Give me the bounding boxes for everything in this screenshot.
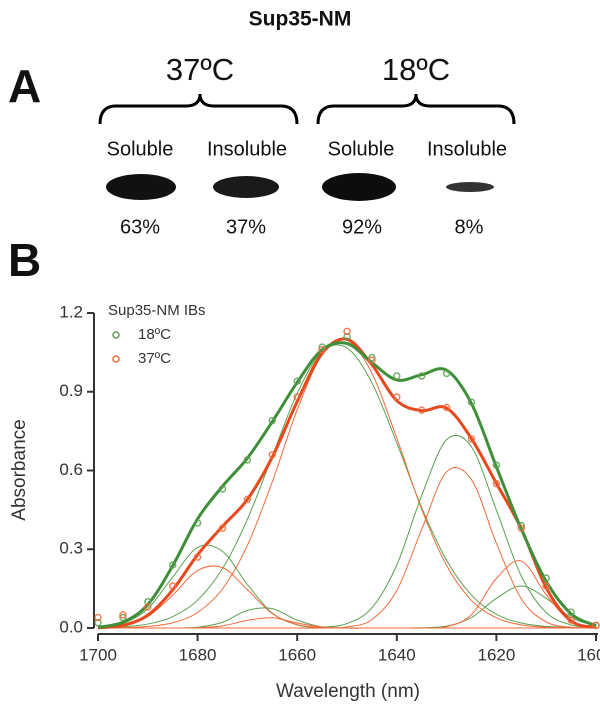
data-point bbox=[467, 398, 476, 406]
y-tick-label: 0.0 bbox=[59, 617, 83, 636]
blot-band bbox=[106, 174, 176, 200]
y-tick-label: 0.9 bbox=[59, 381, 83, 400]
legend-title: Sup35-NM IBs bbox=[108, 302, 206, 319]
data-point bbox=[542, 582, 550, 590]
data-point bbox=[168, 582, 177, 590]
data-point bbox=[318, 346, 326, 354]
data-point bbox=[492, 479, 501, 488]
data-point bbox=[567, 616, 575, 624]
data-point bbox=[393, 372, 401, 380]
data-point bbox=[243, 456, 252, 464]
data-point bbox=[268, 416, 277, 425]
x-tick-label: 1680 bbox=[179, 645, 217, 664]
data-point bbox=[243, 495, 252, 504]
legend-label: 37ºC bbox=[138, 350, 171, 367]
data-point bbox=[417, 406, 426, 414]
data-point bbox=[144, 603, 152, 611]
fit-line bbox=[97, 341, 597, 629]
data-point bbox=[492, 461, 501, 469]
y-tick-label: 0.3 bbox=[59, 539, 83, 558]
x-axis-label: Wavelength (nm) bbox=[276, 681, 420, 702]
data-point bbox=[368, 356, 376, 364]
data-point bbox=[168, 561, 177, 569]
fraction-label: Insoluble bbox=[427, 138, 507, 160]
data-point bbox=[94, 613, 102, 622]
data-point bbox=[393, 393, 401, 401]
fraction-label: Insoluble bbox=[207, 138, 287, 160]
temperature: 18ºC bbox=[382, 52, 450, 87]
blot-band bbox=[446, 182, 494, 192]
data-point bbox=[119, 613, 127, 622]
panel-label: B bbox=[8, 234, 41, 286]
data-point bbox=[293, 377, 301, 385]
data-point bbox=[567, 608, 575, 616]
component-line bbox=[97, 344, 597, 629]
legend-label: 18ºC bbox=[138, 326, 171, 343]
fraction-label: Soluble bbox=[107, 138, 174, 160]
data-point bbox=[268, 451, 277, 459]
component-line bbox=[97, 339, 597, 629]
legend-marker bbox=[112, 331, 120, 339]
y-tick-label: 0.6 bbox=[59, 460, 83, 479]
temperature: 37ºC bbox=[166, 52, 234, 87]
fit-line bbox=[97, 337, 597, 630]
blot-band bbox=[322, 173, 396, 201]
data-point bbox=[218, 524, 227, 532]
data-point bbox=[442, 369, 451, 378]
bracket bbox=[316, 93, 516, 125]
x-tick-label: 1640 bbox=[378, 645, 416, 664]
data-point bbox=[467, 435, 476, 443]
data-point bbox=[442, 403, 451, 412]
x-tick-label: 1620 bbox=[477, 645, 515, 664]
x-tick-label: 1700 bbox=[79, 645, 117, 664]
panel-label: A bbox=[8, 60, 41, 112]
y-tick-label: 1.2 bbox=[59, 302, 83, 321]
component-line bbox=[97, 544, 596, 629]
data-point bbox=[119, 611, 127, 619]
percent-label: 92% bbox=[342, 216, 382, 238]
component-line bbox=[98, 585, 597, 629]
fraction-label: Soluble bbox=[328, 138, 395, 160]
component-line bbox=[98, 560, 597, 629]
data-point bbox=[343, 327, 351, 336]
data-point bbox=[542, 574, 550, 582]
component-line bbox=[98, 467, 597, 629]
y-axis-label: Absorbance bbox=[9, 419, 30, 520]
blot-band bbox=[213, 176, 279, 198]
data-point bbox=[293, 393, 301, 401]
data-point bbox=[218, 485, 227, 493]
data-point bbox=[318, 343, 326, 351]
percent-label: 63% bbox=[120, 216, 160, 238]
data-point bbox=[517, 524, 526, 532]
figure-title: Sup35-NM bbox=[249, 8, 352, 31]
data-point bbox=[417, 372, 426, 380]
x-tick-label: 1660 bbox=[278, 645, 316, 664]
data-point bbox=[368, 353, 376, 362]
data-point bbox=[592, 621, 600, 630]
bracket bbox=[98, 93, 299, 125]
legend-marker bbox=[112, 355, 120, 363]
data-point bbox=[193, 553, 202, 561]
x-tick-label: 1600 bbox=[577, 645, 600, 664]
data-point bbox=[517, 521, 526, 530]
percent-label: 37% bbox=[226, 216, 266, 238]
percent-label: 8% bbox=[455, 216, 484, 238]
data-point bbox=[193, 519, 202, 527]
